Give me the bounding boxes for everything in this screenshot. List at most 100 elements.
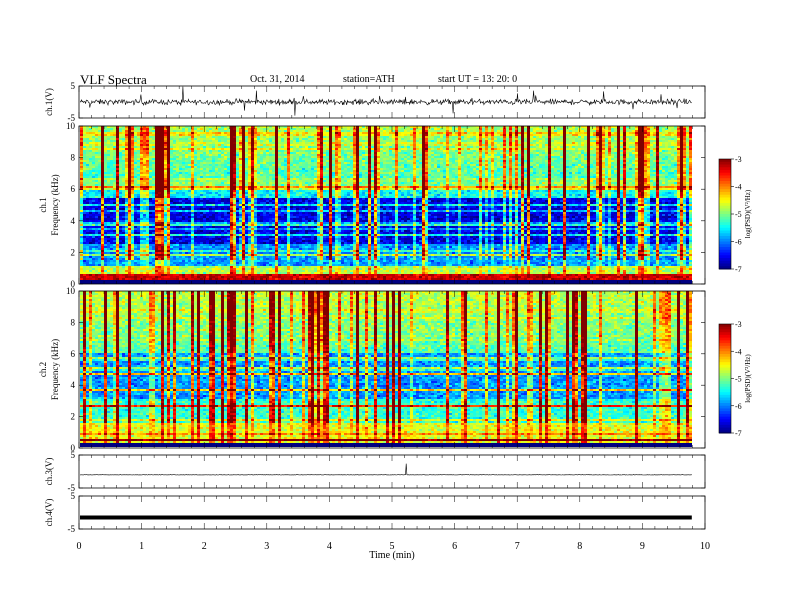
heat-cell (632, 140, 635, 142)
heat-cell (170, 134, 173, 136)
heat-cell (146, 126, 149, 128)
heat-cell (386, 160, 389, 162)
heat-cell (110, 144, 113, 146)
heat-cell (428, 150, 431, 152)
heat-cell (185, 142, 188, 144)
heat-cell (626, 166, 629, 168)
heat-cell (272, 136, 275, 138)
heat-cell (95, 168, 98, 170)
heat-cell (140, 166, 143, 168)
heat-cell (638, 172, 641, 174)
heat-cell (185, 166, 188, 168)
heat-cell (578, 138, 581, 140)
heat-cell (182, 128, 185, 130)
heat-cell (575, 156, 578, 158)
heat-cell (476, 132, 479, 134)
heat-cell (320, 130, 323, 132)
heat-cell (614, 156, 617, 158)
heat-cell (140, 148, 143, 150)
heat-cell (548, 162, 551, 164)
heat-cell (683, 166, 686, 168)
heat-cell (173, 140, 176, 142)
heat-cell (608, 162, 611, 164)
heat-cell (662, 130, 665, 132)
heat-cell (446, 158, 449, 160)
heat-cell (338, 166, 341, 168)
heat-cell (293, 172, 296, 174)
heat-cell (218, 166, 221, 168)
heat-cell (686, 138, 689, 140)
heat-cell (311, 168, 314, 170)
heat-cell (560, 142, 563, 144)
heat-cell (671, 158, 674, 160)
heat-cell (194, 150, 197, 152)
heat-cell (644, 162, 647, 164)
heat-cell (329, 150, 332, 152)
heat-cell (485, 144, 488, 146)
heat-cell (323, 126, 326, 128)
heat-cell (488, 166, 491, 168)
heat-cell (290, 166, 293, 168)
heat-cell (554, 134, 557, 136)
heat-cell (560, 152, 563, 154)
heat-cell (491, 160, 494, 162)
heat-cell (80, 152, 83, 154)
heat-cell (323, 156, 326, 158)
heat-cell (137, 162, 140, 164)
heat-cell (179, 148, 182, 150)
heat-cell (506, 142, 509, 144)
heat-cell (608, 130, 611, 132)
heat-cell (521, 130, 524, 132)
heat-cell (92, 142, 95, 144)
heat-cell (419, 146, 422, 148)
heat-cell (614, 154, 617, 156)
heat-cell (455, 158, 458, 160)
heat-cell (122, 170, 125, 172)
heat-cell (281, 170, 284, 172)
heat-cell (320, 152, 323, 154)
heat-cell (629, 130, 632, 132)
heat-cell (149, 126, 152, 128)
heat-cell (656, 136, 659, 138)
heat-cell (176, 144, 179, 146)
heat-cell (200, 172, 203, 174)
heat-cell (149, 136, 152, 138)
heat-cell (215, 172, 218, 174)
heat-cell (83, 152, 86, 154)
heat-cell (245, 132, 248, 134)
heat-cell (647, 154, 650, 156)
heat-cell (245, 136, 248, 138)
heat-cell (134, 130, 137, 132)
heat-cell (653, 152, 656, 154)
heat-cell (554, 172, 557, 174)
heat-cell (257, 156, 260, 158)
heat-cell (221, 148, 224, 150)
heat-cell (635, 138, 638, 140)
heat-cell (491, 132, 494, 134)
heat-cell (131, 170, 134, 172)
heat-cell (518, 134, 521, 136)
heat-cell (356, 166, 359, 168)
heat-cell (104, 126, 107, 128)
heat-cell (572, 158, 575, 160)
heat-cell (320, 126, 323, 128)
heat-cell (557, 142, 560, 144)
heat-cell (140, 150, 143, 152)
heat-cell (92, 134, 95, 136)
heat-cell (257, 158, 260, 160)
heat-cell (590, 160, 593, 162)
heat-cell (137, 156, 140, 158)
heat-cell (554, 168, 557, 170)
heat-cell (587, 166, 590, 168)
heat-cell (491, 158, 494, 160)
heat-cell (461, 166, 464, 168)
heat-cell (440, 140, 443, 142)
heat-cell (173, 136, 176, 138)
heat-cell (203, 162, 206, 164)
heat-cell (383, 130, 386, 132)
heat-cell (500, 150, 503, 152)
heat-cell (560, 134, 563, 136)
heat-cell (599, 136, 602, 138)
heat-cell (413, 130, 416, 132)
heat-cell (665, 144, 668, 146)
